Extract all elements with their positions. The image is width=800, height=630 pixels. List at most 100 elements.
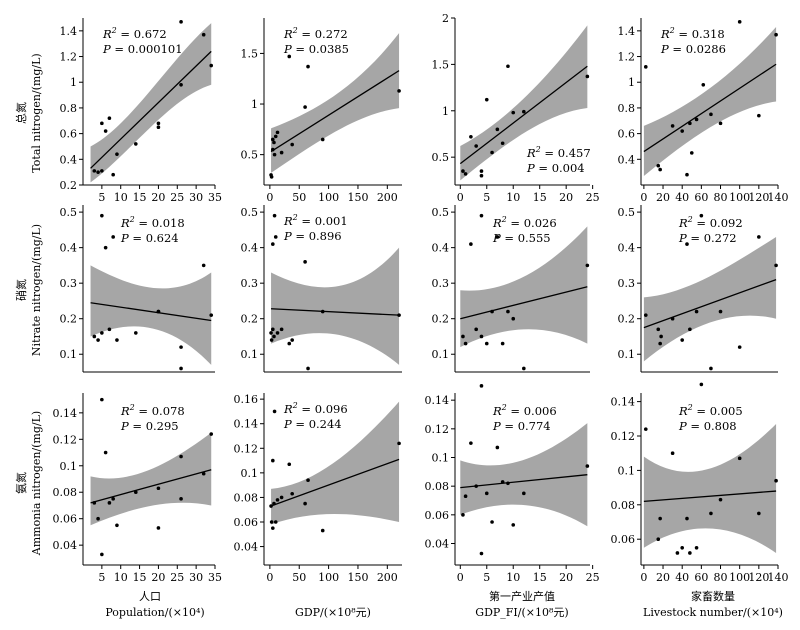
data-point	[269, 520, 274, 524]
x-tick-label: 20	[656, 191, 670, 204]
data-point	[495, 235, 500, 239]
x-tick-label: 40	[675, 191, 689, 204]
data-point	[156, 309, 161, 314]
data-point	[271, 458, 275, 463]
x-tick-label: 20	[151, 571, 165, 584]
col-label-en: GDP/(×10⁸元)	[295, 606, 371, 619]
r-squared-value: 0.272	[315, 27, 348, 41]
y-tick-label: 0.1	[241, 467, 259, 480]
p-value-label: P = 0.896	[283, 229, 342, 243]
data-point	[201, 32, 206, 37]
data-point	[463, 172, 468, 176]
data-point	[100, 213, 104, 218]
y-tick-label: 1.2	[618, 51, 636, 64]
data-point	[506, 64, 510, 69]
data-point	[179, 497, 183, 501]
data-point	[670, 316, 675, 321]
data-point	[689, 151, 694, 155]
row-label-cn: 总氮	[14, 102, 28, 124]
confidence-band	[643, 236, 777, 362]
y-tick-label: 0.5	[618, 206, 636, 219]
panel-r2-c0: 0.04 0.06 0.08 0.1 0.12 0.14 5 10 15 20 25 30 35 R2 =…	[53, 393, 222, 584]
data-point	[500, 480, 505, 484]
p-value-value: 0.0385	[309, 42, 349, 56]
data-point	[271, 327, 275, 332]
r-squared-label: R2 = 0.272	[283, 26, 348, 41]
confidence-band	[460, 423, 588, 527]
data-point	[134, 331, 138, 335]
data-point	[201, 263, 206, 268]
data-point	[303, 105, 307, 109]
data-point	[103, 450, 108, 455]
p-value-label: P = 0.244	[283, 417, 342, 431]
data-point	[100, 121, 104, 126]
data-point	[757, 235, 761, 239]
data-point	[737, 345, 742, 349]
y-tick-label: 0.04	[53, 539, 78, 552]
row-label-nitrate-nitrogen: 硝氮 Nitrate nitrogen/(mg/L)	[14, 224, 43, 356]
p-value-label: P = 0.808	[678, 419, 737, 433]
y-tick-label: 1.4	[618, 25, 636, 38]
data-point	[479, 169, 484, 173]
data-point	[320, 137, 325, 142]
confidence-band	[271, 247, 400, 365]
p-value-label: P = 0.000101	[102, 42, 183, 56]
x-tick-label: 35	[208, 191, 222, 204]
y-tick-label: 0.14	[611, 396, 636, 409]
r-squared-value: 0.001	[315, 214, 348, 228]
data-point	[658, 341, 662, 346]
y-tick-label: 0.14	[234, 418, 259, 431]
col-label-en: GDP_FI/(×10⁸元)	[475, 606, 568, 619]
y-tick-label: 0.3	[60, 277, 78, 290]
data-point	[134, 490, 138, 495]
data-point	[461, 334, 465, 339]
data-point	[585, 263, 590, 268]
x-tick-label: 5	[98, 191, 105, 204]
data-point	[306, 64, 310, 69]
confidence-band	[271, 33, 400, 173]
col-label-livestock: 家畜数量 Livestock number/(×10⁴)	[643, 589, 783, 619]
data-point	[271, 137, 275, 142]
data-point	[461, 513, 465, 517]
data-point	[757, 511, 761, 516]
data-point	[287, 54, 292, 59]
data-point	[500, 341, 505, 346]
data-point	[279, 495, 284, 500]
x-tick-label: 100	[318, 571, 339, 584]
x-tick-label: 5	[483, 571, 490, 584]
x-tick-label: 200	[377, 571, 398, 584]
data-point	[718, 309, 723, 314]
y-tick-label: 0.4	[432, 242, 450, 255]
data-point	[111, 235, 115, 239]
data-point	[479, 334, 484, 339]
y-tick-label: 0.2	[432, 313, 450, 326]
x-tick-label: 140	[768, 191, 789, 204]
data-point	[709, 366, 713, 371]
y-tick-label: 0.08	[425, 480, 450, 493]
r-squared-value: 0.026	[524, 216, 557, 230]
panel-r0-c0: 0.2 0.4 0.6 0.8 1 1.2 1.4 5 10 15 20 25 30 35 R2 = 0.6…	[60, 18, 222, 204]
data-point	[179, 20, 183, 24]
data-point	[490, 520, 494, 524]
data-point	[699, 213, 704, 218]
regression-line	[271, 308, 400, 316]
x-tick-label: 15	[533, 191, 547, 204]
data-point	[115, 338, 119, 342]
x-tick-label: 10	[506, 571, 520, 584]
data-point	[490, 309, 494, 314]
confidence-band	[90, 265, 212, 365]
data-point	[96, 516, 100, 521]
y-tick-label: 0.06	[53, 513, 78, 526]
x-tick-label: 150	[347, 191, 368, 204]
x-tick-label: 15	[133, 191, 147, 204]
row-label-total-nitrogen: 总氮 Total nitrogen/(mg/L)	[14, 53, 43, 172]
data-point	[397, 313, 401, 317]
data-point	[290, 338, 294, 342]
col-label-gdp-fi: 第一产业产值 GDP_FI/(×10⁸元)	[475, 589, 568, 619]
y-tick-label: 1.5	[432, 58, 450, 71]
